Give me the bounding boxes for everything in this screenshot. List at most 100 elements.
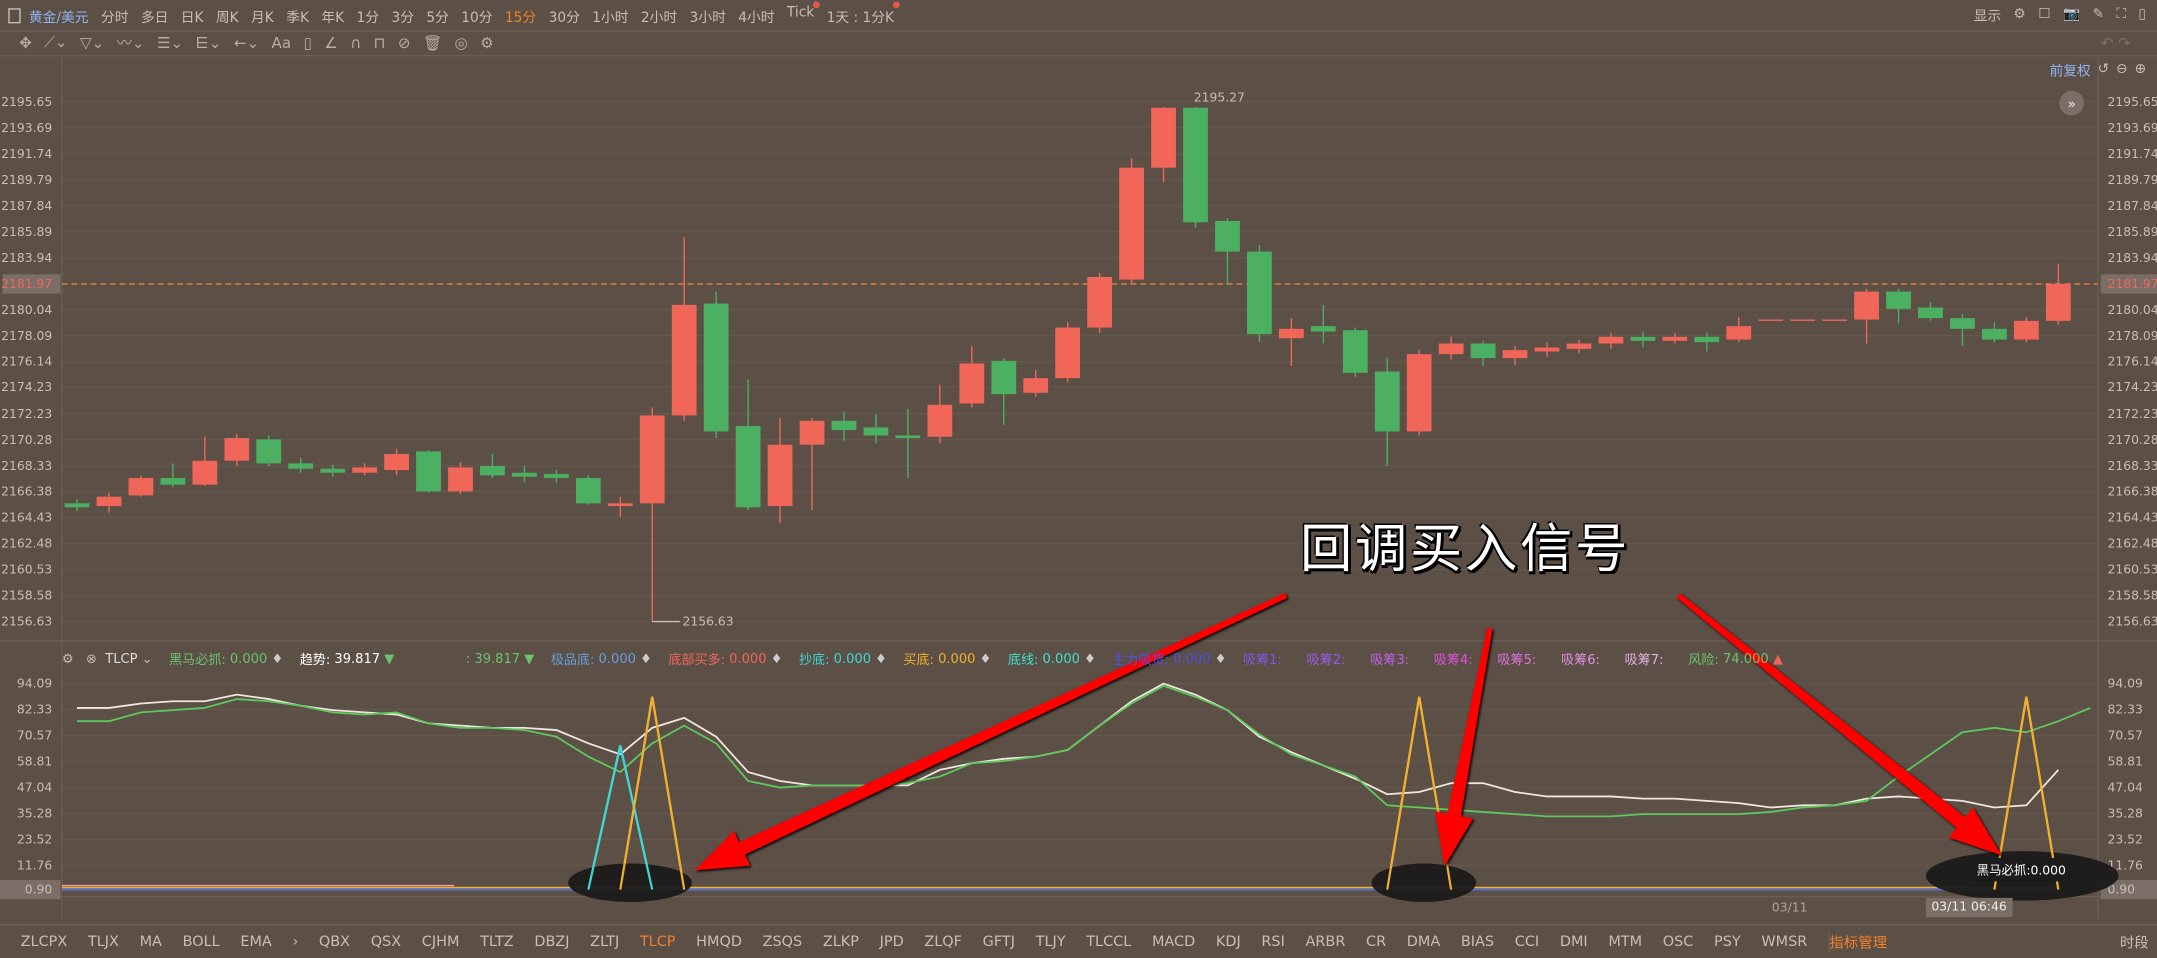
candle[interactable] bbox=[448, 462, 473, 495]
tab-zlqf[interactable]: ZLQF bbox=[924, 933, 963, 951]
panel-icon[interactable]: ▯ bbox=[2138, 6, 2146, 22]
period-3[interactable]: 周K bbox=[215, 10, 239, 26]
candle[interactable] bbox=[1758, 319, 1784, 321]
tab-ma[interactable]: MA bbox=[139, 933, 162, 951]
candle[interactable] bbox=[1918, 302, 1943, 321]
candle[interactable] bbox=[512, 466, 537, 483]
period-6[interactable]: 年K bbox=[321, 10, 345, 26]
candle[interactable] bbox=[2013, 316, 2039, 343]
candle[interactable] bbox=[639, 407, 665, 622]
tab-qsx[interactable]: QSX bbox=[370, 933, 402, 951]
candle[interactable] bbox=[1598, 332, 1624, 349]
period-9[interactable]: 5分 bbox=[426, 10, 449, 26]
candle[interactable] bbox=[1310, 304, 1336, 344]
candle[interactable] bbox=[1822, 319, 1848, 321]
line-icon[interactable]: ⟋⌄ bbox=[44, 33, 68, 51]
indicator-close-icon[interactable]: ⊗ bbox=[86, 651, 97, 667]
indicator-manager-button[interactable]: 指标管理 bbox=[1827, 931, 1887, 953]
candle[interactable] bbox=[1950, 314, 1975, 347]
period-2[interactable]: 日K bbox=[180, 10, 204, 26]
candle[interactable] bbox=[1438, 336, 1464, 360]
candle[interactable] bbox=[384, 448, 409, 476]
symbol-selector[interactable]: 黄金/美元 bbox=[28, 10, 89, 26]
candle[interactable] bbox=[863, 414, 889, 444]
candle[interactable] bbox=[1502, 346, 1528, 365]
candle[interactable] bbox=[96, 492, 122, 513]
tab-arbr[interactable]: ARBR bbox=[1305, 933, 1346, 951]
candle[interactable] bbox=[1406, 350, 1432, 436]
magnet-icon[interactable]: ∩ bbox=[350, 33, 362, 52]
tab-dbzj[interactable]: DBZJ bbox=[534, 933, 570, 951]
layout-icon[interactable]: ☐ bbox=[2038, 6, 2051, 22]
eraser-icon[interactable]: ▯ bbox=[303, 33, 312, 52]
tab-hmqd[interactable]: HMQD bbox=[696, 933, 742, 951]
candle[interactable] bbox=[1726, 316, 1752, 343]
candle[interactable] bbox=[1886, 288, 1911, 324]
tab-tljx[interactable]: TLJX bbox=[87, 933, 119, 951]
candle[interactable] bbox=[1470, 340, 1496, 367]
candle[interactable] bbox=[1278, 318, 1304, 367]
period-5[interactable]: 季K bbox=[286, 10, 310, 26]
candle[interactable] bbox=[735, 379, 761, 511]
tab-zltj[interactable]: ZLTJ bbox=[590, 933, 620, 951]
tab-macd[interactable]: MACD bbox=[1151, 933, 1196, 951]
candle[interactable] bbox=[1694, 332, 1720, 352]
trash-icon[interactable]: 🗑 bbox=[422, 33, 443, 52]
candle[interactable] bbox=[2045, 263, 2071, 325]
layers-icon[interactable]: ◎ bbox=[454, 33, 468, 52]
candle[interactable] bbox=[320, 464, 346, 477]
candle[interactable] bbox=[416, 450, 441, 493]
candle[interactable] bbox=[1534, 342, 1560, 357]
candle[interactable] bbox=[767, 418, 793, 524]
candle[interactable] bbox=[1151, 106, 1176, 183]
shape-icon[interactable]: ▽⌄ bbox=[79, 33, 105, 52]
period-11[interactable]: 15分 bbox=[504, 10, 537, 26]
candle[interactable] bbox=[1055, 322, 1081, 383]
zoom-out-icon[interactable]: ⊖ bbox=[2116, 61, 2128, 77]
period-4[interactable]: 月K bbox=[251, 10, 274, 26]
candle[interactable] bbox=[1982, 322, 2007, 343]
tab-tltz[interactable]: TLTZ bbox=[480, 933, 514, 951]
indicator-dropdown-icon[interactable]: ⌄ bbox=[141, 651, 153, 667]
display-menu[interactable]: 显示 bbox=[1973, 9, 2002, 25]
tab-gftj[interactable]: GFTJ bbox=[982, 933, 1015, 951]
sidebar-toggle-icon[interactable] bbox=[8, 7, 21, 23]
candle[interactable] bbox=[1247, 244, 1272, 343]
wave-icon[interactable]: 〰⌄ bbox=[116, 34, 145, 53]
candle[interactable] bbox=[160, 463, 186, 488]
candle[interactable] bbox=[480, 454, 505, 479]
tab-ema[interactable]: EMA bbox=[240, 933, 272, 951]
period-7[interactable]: 1分 bbox=[356, 10, 380, 26]
indicator-settings-icon[interactable]: ⚙ bbox=[61, 651, 74, 667]
tab-kdj[interactable]: KDJ bbox=[1215, 933, 1241, 951]
candle[interactable] bbox=[543, 470, 569, 484]
tab-boll[interactable]: BOLL bbox=[182, 933, 220, 951]
candle[interactable] bbox=[959, 346, 985, 408]
candle[interactable] bbox=[1566, 339, 1592, 353]
tab-zlkp[interactable]: ZLKP bbox=[822, 933, 860, 951]
adjust-mode[interactable]: 前复权 bbox=[2049, 64, 2091, 80]
tab-psy[interactable]: PSY bbox=[1713, 933, 1741, 951]
tab-cjhm[interactable]: CJHM bbox=[421, 933, 460, 951]
tab-jpd[interactable]: JPD bbox=[879, 933, 904, 951]
collapse-button[interactable] bbox=[2059, 90, 2085, 116]
candle[interactable] bbox=[1183, 106, 1208, 228]
tab-qbx[interactable]: QBX bbox=[318, 933, 351, 951]
period-15[interactable]: 3小时 bbox=[689, 10, 726, 26]
candle[interactable] bbox=[1630, 331, 1656, 348]
period-13[interactable]: 1小时 bbox=[592, 10, 629, 26]
tab-wmsr[interactable]: WMSR bbox=[1761, 933, 1808, 951]
candle[interactable] bbox=[192, 436, 218, 487]
tab-cr[interactable]: CR bbox=[1366, 933, 1387, 951]
reset-icon[interactable]: ↺ bbox=[2097, 61, 2110, 77]
undo-redo-icon[interactable]: ↶ ↷ bbox=[2100, 33, 2131, 52]
candle[interactable] bbox=[575, 475, 601, 505]
camera-icon[interactable]: 📷 bbox=[2062, 6, 2081, 22]
period-18[interactable]: 1天 : 1分K bbox=[827, 0, 900, 25]
settings-icon[interactable]: ⚙ bbox=[480, 33, 494, 52]
period-10[interactable]: 10分 bbox=[461, 10, 493, 26]
candle[interactable] bbox=[1342, 327, 1368, 377]
tab-osc[interactable]: OSC bbox=[1662, 933, 1694, 951]
text-icon[interactable]: Aa bbox=[271, 33, 292, 52]
ruler-icon[interactable]: ∠ bbox=[324, 33, 338, 52]
